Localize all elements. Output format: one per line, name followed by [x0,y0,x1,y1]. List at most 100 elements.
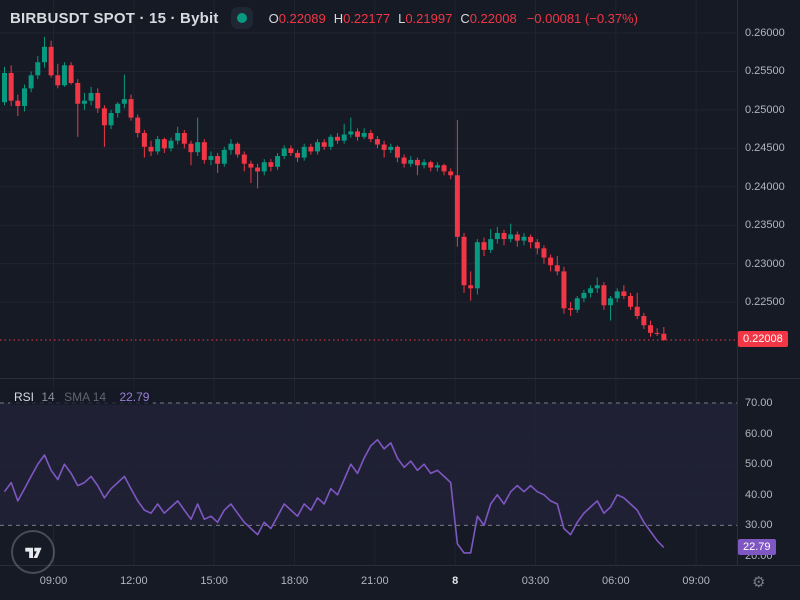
candle-body [561,271,567,309]
candle-body [288,148,294,153]
candle-body [428,162,434,168]
rsi-value-badge: 22.79 [738,539,776,556]
candle-body [321,142,327,147]
rsi-length: 14 [41,390,55,404]
candle-body [614,291,620,299]
candle-body [208,156,214,160]
price-tick-label: 0.26000 [745,27,785,39]
axis-divider [737,0,738,565]
candle-body [621,291,627,296]
candle-body [235,143,241,155]
candle-body [188,143,194,153]
candle-body [594,285,600,289]
candle-body [95,92,101,109]
candle-body [88,92,94,101]
candle-body [468,285,474,289]
candle-body [141,132,147,147]
candle-body [588,288,594,293]
rsi-legend[interactable]: RSI 14 SMA 14 22.79 [10,389,154,405]
candle-body [548,257,554,266]
candle-body [421,162,427,166]
candle-body [268,162,274,167]
tradingview-logo[interactable] [11,530,55,574]
change-value: −0.00081 (−0.37%) [526,10,639,26]
price-tick-label: 0.22500 [745,296,785,309]
rsi-tick-label: 30.00 [745,519,773,532]
close-label: C [460,10,470,26]
pane-separator[interactable] [0,378,800,379]
candle-body [341,134,347,141]
price-tick-label: 0.24000 [745,180,785,193]
candle-body [448,171,454,176]
rsi-sma-label: SMA 14 [64,390,107,404]
candle-body [601,285,607,306]
candle-body [554,265,560,272]
candle-body [574,298,580,310]
candle-body [434,165,440,168]
price-axis[interactable]: 0.22008 22.79 0.26000 0.25500 0.25000 0.245… [737,0,800,565]
time-tick-label: 8 [452,575,459,587]
symbol-title[interactable]: BIRBUSDT SPOT · 15 · Bybit [10,9,219,27]
candle-body [48,46,54,76]
candle-body [195,142,201,153]
candle-body [135,117,141,133]
rsi-tick-label: 40.00 [745,488,773,501]
time-tick-label: 03:00 [521,575,550,587]
close-value: 0.22008 [469,10,517,26]
candle-body [161,139,167,149]
time-axis[interactable]: ⚙ 09:00 12:00 15:00 18:00 21:00 8 03:00 06:00 09… [0,565,800,600]
candle-body [41,46,47,63]
candle-body [381,144,387,150]
candle-body [241,154,247,164]
rsi-value: 22.79 [119,390,150,404]
chart-legend: BIRBUSDT SPOT · 15 · Bybit O0.22089 H0.2… [10,7,638,29]
candle-body [215,156,221,164]
candle-body [2,72,7,103]
rsi-line [3,438,665,554]
candle-body [8,72,14,101]
candle-body [388,146,394,150]
candle-body [474,242,480,289]
candle-body [181,132,187,144]
candle-body [308,146,314,152]
candle-body [541,248,547,258]
candle-body [368,132,374,140]
candle-body [75,82,81,104]
time-tick-label: 09:00 [39,575,68,587]
tradingview-logo-glyph [25,547,42,558]
price-tick-label: 0.23000 [745,257,785,270]
candle-body [301,146,307,158]
candle-body [521,236,527,241]
time-settings-gear-icon[interactable]: ⚙ [752,574,766,591]
candle-body [328,136,334,147]
candle-body [394,146,400,158]
candle-body [461,236,467,286]
candle-body [228,143,234,150]
market-open-dot-icon [236,13,247,23]
time-tick-label: 21:00 [361,575,389,587]
candle-body [608,298,614,306]
candle-body [374,139,380,145]
candle-body [315,142,321,152]
candle-body [501,232,507,240]
high-value: 0.22177 [343,10,391,26]
open-label: O [268,10,279,26]
time-axis-divider [0,565,800,566]
candle-body [28,75,34,89]
candle-body [634,306,640,316]
chart-canvas[interactable] [0,0,737,565]
candle-body [494,232,500,240]
last-price-badge: 0.22008 [738,331,788,348]
candle-body [155,139,161,152]
rsi-tick-label: 60.00 [745,427,773,440]
candle-body [361,132,367,137]
price-tick-label: 0.24500 [745,142,785,155]
candle-body [481,242,487,250]
low-label: L [398,10,406,26]
market-status[interactable] [230,7,253,29]
price-tick-label: 0.25500 [745,65,785,78]
rsi-tick-label: 70.00 [745,397,773,409]
time-tick-label: 09:00 [682,575,710,587]
candle-body [68,65,74,83]
